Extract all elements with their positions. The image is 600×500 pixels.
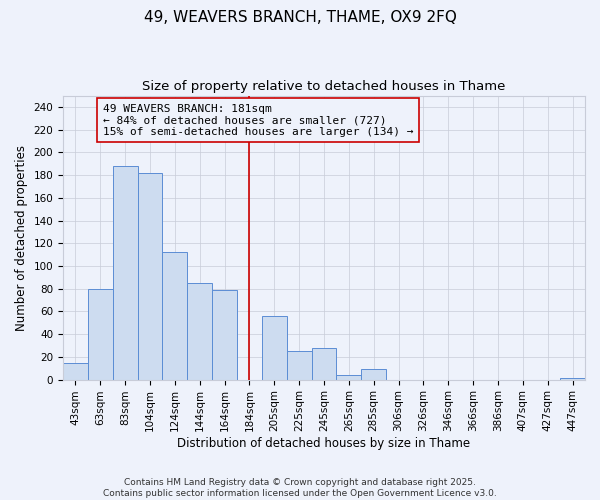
Bar — [361, 370, 386, 380]
Bar — [262, 316, 287, 380]
Bar — [311, 348, 337, 380]
Text: Contains HM Land Registry data © Crown copyright and database right 2025.
Contai: Contains HM Land Registry data © Crown c… — [103, 478, 497, 498]
Bar — [137, 173, 163, 380]
Bar — [560, 378, 585, 380]
Bar — [187, 283, 212, 380]
Bar — [113, 166, 137, 380]
Y-axis label: Number of detached properties: Number of detached properties — [15, 144, 28, 330]
Bar — [63, 362, 88, 380]
Title: Size of property relative to detached houses in Thame: Size of property relative to detached ho… — [142, 80, 506, 93]
Text: 49 WEAVERS BRANCH: 181sqm
← 84% of detached houses are smaller (727)
15% of semi: 49 WEAVERS BRANCH: 181sqm ← 84% of detac… — [103, 104, 413, 136]
X-axis label: Distribution of detached houses by size in Thame: Distribution of detached houses by size … — [178, 437, 470, 450]
Text: 49, WEAVERS BRANCH, THAME, OX9 2FQ: 49, WEAVERS BRANCH, THAME, OX9 2FQ — [143, 10, 457, 25]
Bar — [337, 375, 361, 380]
Bar — [287, 351, 311, 380]
Bar — [88, 288, 113, 380]
Bar — [163, 252, 187, 380]
Bar — [212, 290, 237, 380]
